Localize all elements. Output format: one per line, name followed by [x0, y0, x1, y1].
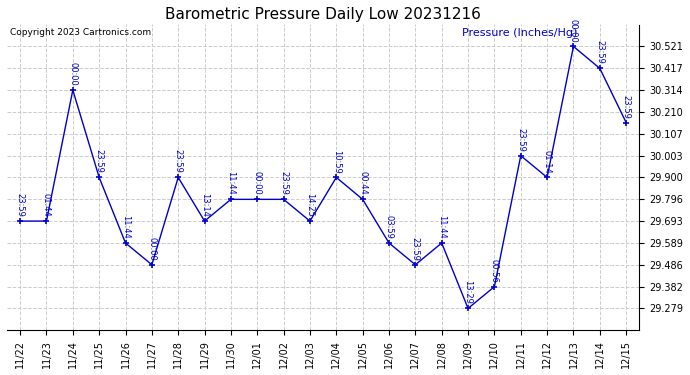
Text: 00:44: 00:44: [358, 171, 367, 195]
Text: 01:44: 01:44: [42, 193, 51, 217]
Text: 23:59: 23:59: [279, 171, 288, 195]
Text: Pressure (Inches/Hg): Pressure (Inches/Hg): [462, 27, 578, 38]
Text: 00:00: 00:00: [148, 237, 157, 261]
Text: 13:14: 13:14: [200, 193, 209, 217]
Text: 23:59: 23:59: [16, 193, 25, 217]
Text: 11:44: 11:44: [226, 171, 235, 195]
Text: 11:44: 11:44: [121, 215, 130, 239]
Text: 03:59: 03:59: [384, 215, 393, 239]
Title: Barometric Pressure Daily Low 20231216: Barometric Pressure Daily Low 20231216: [165, 7, 481, 22]
Text: 01:14: 01:14: [542, 150, 551, 173]
Text: 00:00: 00:00: [253, 171, 262, 195]
Text: 23:59: 23:59: [411, 237, 420, 261]
Text: 23:59: 23:59: [595, 40, 604, 64]
Text: 23:59: 23:59: [95, 149, 103, 173]
Text: 00:00: 00:00: [68, 62, 77, 86]
Text: 23:59: 23:59: [174, 149, 183, 173]
Text: 23:59: 23:59: [516, 128, 525, 152]
Text: 14:25: 14:25: [306, 193, 315, 217]
Text: 00:56: 00:56: [490, 259, 499, 282]
Text: 11:44: 11:44: [437, 215, 446, 239]
Text: 10:59: 10:59: [332, 150, 341, 173]
Text: Copyright 2023 Cartronics.com: Copyright 2023 Cartronics.com: [10, 27, 151, 36]
Text: 23:59: 23:59: [622, 94, 631, 118]
Text: 00:00: 00:00: [569, 18, 578, 42]
Text: 13:29: 13:29: [464, 280, 473, 304]
